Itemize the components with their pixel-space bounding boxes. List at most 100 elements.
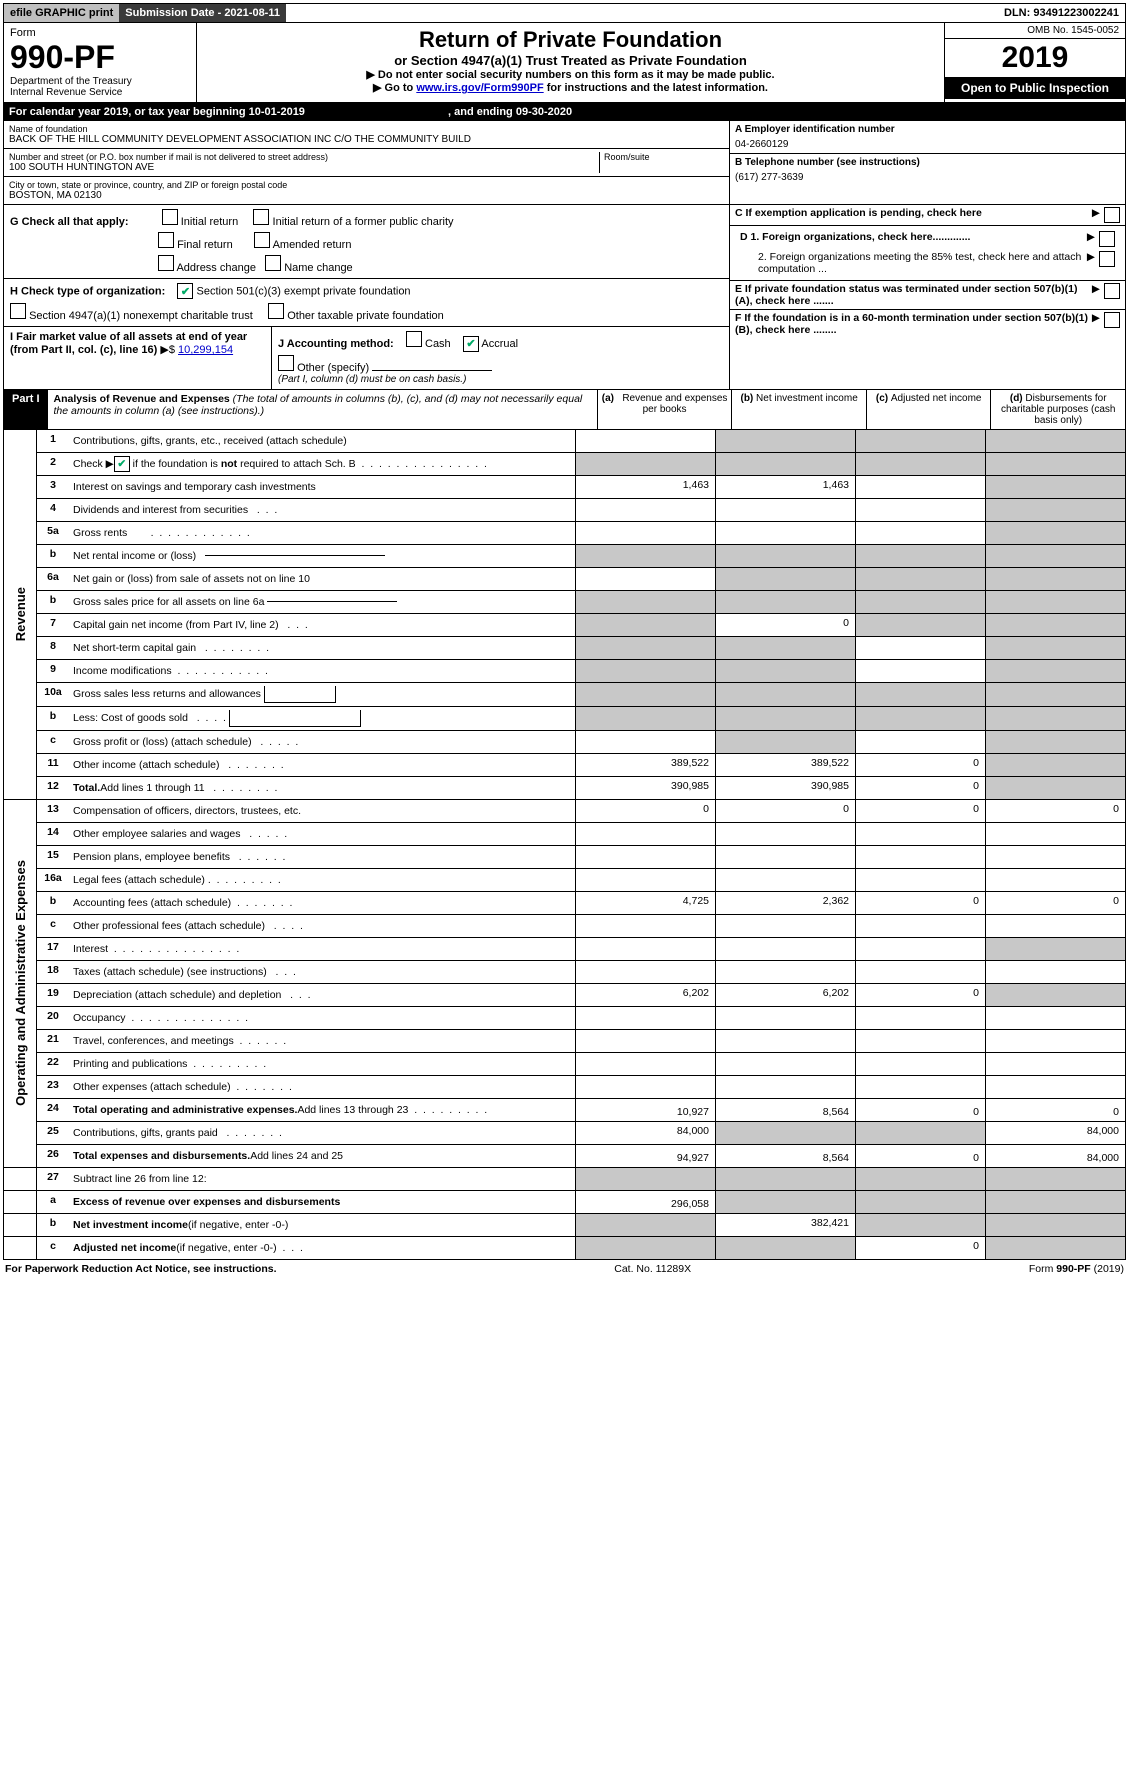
- addr-change-checkbox[interactable]: [158, 255, 174, 271]
- line-no: c: [37, 915, 69, 937]
- val-19a: 6,202: [575, 984, 715, 1006]
- l2-pre: Check ▶: [73, 458, 114, 470]
- accrual-checkbox[interactable]: ✔: [463, 336, 479, 352]
- val-5ab: [715, 522, 855, 544]
- revenue-rows: 1Contributions, gifts, grants, etc., rec…: [37, 430, 1125, 799]
- cash-checkbox[interactable]: [406, 331, 422, 347]
- line-no: b: [37, 707, 69, 730]
- name-change-checkbox[interactable]: [265, 255, 281, 271]
- line-no: 2: [37, 453, 69, 475]
- table-row: bLess: Cost of goods sold . . . .: [37, 707, 1125, 731]
- identity-block: Name of foundation BACK OF THE HILL COMM…: [3, 121, 1126, 205]
- table-row: bNet investment income (if negative, ent…: [4, 1214, 1125, 1237]
- line-no: 18: [37, 961, 69, 983]
- val-16bd: 0: [985, 892, 1125, 914]
- table-row: 16aLegal fees (attach schedule) . . . . …: [37, 869, 1125, 892]
- form-label: Form: [10, 27, 190, 39]
- initial-checkbox[interactable]: [162, 209, 178, 225]
- val-16cb: [715, 915, 855, 937]
- c3-checkbox[interactable]: ✔: [177, 283, 193, 299]
- h-section: H Check type of organization: ✔ Section …: [4, 279, 729, 327]
- form-title: Return of Private Foundation: [201, 27, 940, 53]
- j-other-row: Other (specify): [278, 352, 723, 374]
- val-9d: [985, 660, 1125, 682]
- table-row: 25Contributions, gifts, grants paid . . …: [37, 1122, 1125, 1145]
- phone: (617) 277-3639: [735, 168, 1120, 183]
- input-5b[interactable]: [205, 555, 385, 556]
- val-27bc: [855, 1214, 985, 1236]
- val-25d: 84,000: [985, 1122, 1125, 1144]
- c-checkbox[interactable]: [1104, 207, 1120, 223]
- val-16cd: [985, 915, 1125, 937]
- line-19: Depreciation (attach schedule) and deple…: [69, 984, 575, 1006]
- col-b-text: Net investment income: [753, 393, 858, 404]
- irs-link[interactable]: www.irs.gov/Form990PF: [416, 82, 543, 94]
- revenue-table: Revenue 1Contributions, gifts, grants, e…: [3, 430, 1126, 800]
- input-10a[interactable]: [264, 686, 336, 703]
- l21-text: Travel, conferences, and meetings: [73, 1035, 234, 1047]
- val-18b: [715, 961, 855, 983]
- input-6b[interactable]: [267, 601, 397, 602]
- val-15b: [715, 846, 855, 868]
- identity-right: A Employer identification number 04-2660…: [729, 121, 1125, 204]
- final-checkbox[interactable]: [158, 232, 174, 248]
- val-8a: [575, 637, 715, 659]
- val-8b: [715, 637, 855, 659]
- g-final: Final return: [177, 239, 233, 251]
- initial-former-checkbox[interactable]: [253, 209, 269, 225]
- val-1b: [715, 430, 855, 452]
- other-input[interactable]: [372, 370, 492, 371]
- other-tax-checkbox[interactable]: [268, 303, 284, 319]
- l18-text: Taxes (attach schedule) (see instruction…: [73, 966, 267, 978]
- val-23a: [575, 1076, 715, 1098]
- line-12: Total. Add lines 1 through 11 . . . . . …: [69, 777, 575, 799]
- 4947-checkbox[interactable]: [10, 303, 26, 319]
- val-2c: [855, 453, 985, 475]
- cal-end: 09-30-2020: [516, 106, 572, 118]
- tri-icon: ▶: [1087, 231, 1095, 243]
- l11-text: Other income (attach schedule): [73, 759, 220, 771]
- line-7: Capital gain net income (from Part IV, l…: [69, 614, 575, 636]
- other-method-checkbox[interactable]: [278, 355, 294, 371]
- d2-checkbox[interactable]: [1099, 251, 1115, 267]
- submission-date: Submission Date - 2021-08-11: [119, 4, 286, 22]
- g-row3: Address change Name change: [158, 251, 723, 274]
- e-checkbox[interactable]: [1104, 283, 1120, 299]
- val-13c: 0: [855, 800, 985, 822]
- line-no: c: [37, 1237, 69, 1259]
- irs-label: Internal Revenue Service: [10, 87, 190, 98]
- val-27bd: [985, 1214, 1125, 1236]
- form-header: Form 990-PF Department of the Treasury I…: [3, 23, 1126, 103]
- val-17c: [855, 938, 985, 960]
- f-checkbox[interactable]: [1104, 312, 1120, 328]
- c-row: C If exemption application is pending, c…: [730, 205, 1125, 226]
- name-label: Name of foundation: [9, 124, 724, 134]
- amended-checkbox[interactable]: [254, 232, 270, 248]
- schb-checkbox[interactable]: ✔: [114, 456, 130, 472]
- val-8d: [985, 637, 1125, 659]
- table-row: 27Subtract line 26 from line 12:: [4, 1168, 1125, 1191]
- revenue-sidebar: Revenue: [4, 430, 37, 799]
- d1-checkbox[interactable]: [1099, 231, 1115, 247]
- input-10b[interactable]: [229, 710, 361, 727]
- expenses-label: Operating and Administrative Expenses: [11, 852, 30, 1114]
- val-26c: 0: [855, 1145, 985, 1167]
- expenses-sidebar: Operating and Administrative Expenses: [4, 800, 37, 1167]
- check-right: C If exemption application is pending, c…: [729, 205, 1125, 389]
- line-no: 21: [37, 1030, 69, 1052]
- table-row: 22Printing and publications . . . . . . …: [37, 1053, 1125, 1076]
- tri-icon: ▶: [1092, 312, 1100, 324]
- i-value[interactable]: 10,299,154: [178, 344, 233, 356]
- val-7a: [575, 614, 715, 636]
- val-9c: [855, 660, 985, 682]
- table-row: cAdjusted net income (if negative, enter…: [4, 1237, 1125, 1259]
- line-1: Contributions, gifts, grants, etc., rece…: [69, 430, 575, 452]
- page-footer: For Paperwork Reduction Act Notice, see …: [3, 1260, 1126, 1278]
- h-other: Other taxable private foundation: [287, 310, 444, 322]
- line-27: Subtract line 26 from line 12:: [69, 1168, 575, 1190]
- val-10cb: [715, 731, 855, 753]
- calendar-year-bar: For calendar year 2019, or tax year begi…: [3, 103, 1126, 121]
- val-19c: 0: [855, 984, 985, 1006]
- h-label: H Check type of organization:: [10, 286, 165, 298]
- f-label: F If the foundation is in a 60-month ter…: [735, 312, 1088, 336]
